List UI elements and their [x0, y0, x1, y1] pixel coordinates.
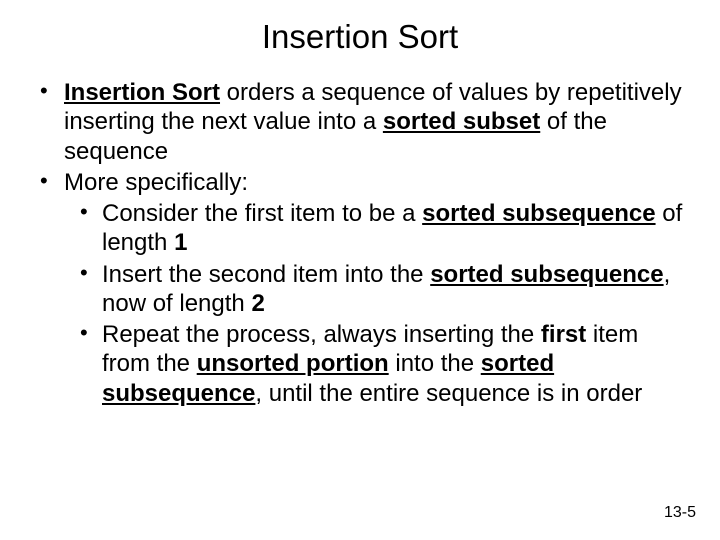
slide-title: Insertion Sort	[30, 18, 690, 56]
page-number: 13-5	[664, 504, 696, 522]
term-length-2: 2	[251, 290, 264, 317]
slide-body: Insertion Sort orders a sequence of valu…	[30, 78, 690, 408]
term-sorted-subset: sorted subset	[383, 108, 540, 135]
sub-bullet-2: Insert the second item into the sorted s…	[64, 260, 690, 319]
bullet-list-level1: Insertion Sort orders a sequence of valu…	[30, 78, 690, 408]
text-segment: , until the entire sequence is in order	[255, 380, 642, 407]
text-segment: Insert the second item into the	[102, 261, 430, 288]
bullet-item-1: Insertion Sort orders a sequence of valu…	[30, 78, 690, 166]
text-segment: into the	[389, 350, 481, 377]
sub-bullet-1: Consider the first item to be a sorted s…	[64, 199, 690, 258]
term-sorted-subsequence: sorted subsequence	[430, 261, 663, 288]
term-unsorted-portion: unsorted portion	[197, 350, 389, 377]
term-length-1: 1	[174, 229, 187, 256]
sub-bullet-3: Repeat the process, always inserting the…	[64, 320, 690, 408]
text-segment: Consider the first item to be a	[102, 200, 422, 227]
bullet-list-level2: Consider the first item to be a sorted s…	[64, 199, 690, 408]
text-segment: Repeat the process, always inserting the	[102, 321, 541, 348]
term-first: first	[541, 321, 586, 348]
term-sorted-subsequence: sorted subsequence	[422, 200, 655, 227]
text-segment: More specifically:	[64, 169, 248, 196]
term-insertion-sort: Insertion Sort	[64, 79, 220, 106]
bullet-item-2: More specifically: Consider the first it…	[30, 168, 690, 408]
